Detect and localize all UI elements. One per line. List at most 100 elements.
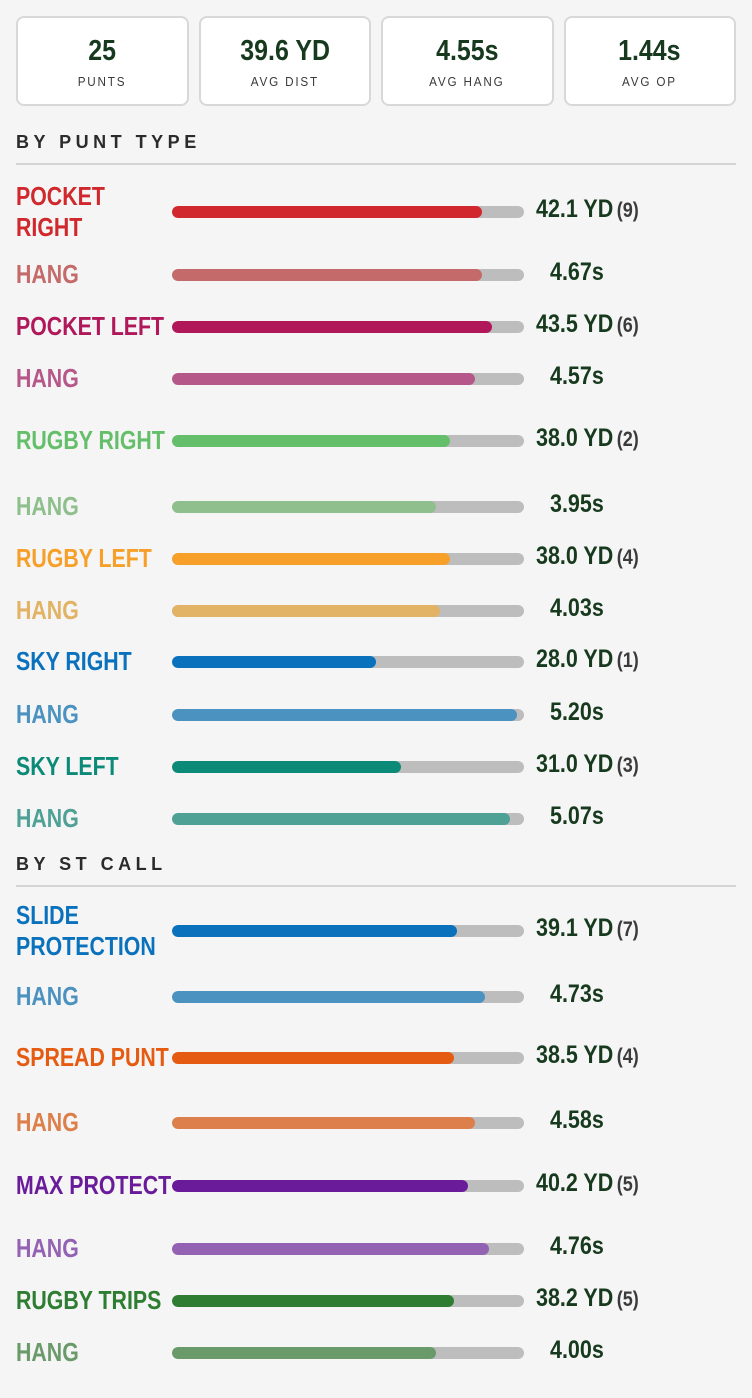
row-label: SKY LEFT — [16, 751, 119, 781]
row-label: POCKET LEFT — [16, 311, 165, 341]
hang-row: HANG 4.57s — [16, 347, 736, 411]
hang-row: HANG 4.73s — [16, 965, 736, 1029]
row-value: 4.00s — [550, 1336, 604, 1365]
value-text: 3.95s — [550, 490, 604, 518]
bar-fill — [172, 991, 486, 1003]
row-label: HANG — [16, 595, 79, 625]
bar-fill — [172, 435, 451, 447]
row-value: 43.5 YD (6) — [536, 310, 639, 339]
bar-track — [172, 1347, 524, 1359]
value-text: 38.2 YD — [536, 1284, 614, 1312]
row-value: 4.67s — [550, 258, 604, 287]
summary-cards: 25 PUNTS 39.6 YD AVG DIST 4.55s AVG HANG… — [16, 16, 736, 106]
stat-card-avg-dist: 39.6 YD AVG DIST — [198, 16, 371, 106]
bar-fill — [172, 501, 436, 513]
punt-row: SPREAD PUNT 38.5 YD (4) — [16, 1026, 736, 1090]
row-label: RUGBY LEFT — [16, 543, 152, 573]
row-label: MAX PROTECT — [16, 1170, 172, 1200]
row-label: HANG — [16, 259, 79, 289]
stat-label: AVG DIST — [250, 73, 319, 89]
bar-track — [172, 761, 524, 773]
value-text: 5.20s — [550, 698, 604, 726]
row-value: 39.1 YD (7) — [536, 914, 639, 943]
punt-row: POCKET RIGHT 42.1 YD (9) — [16, 180, 736, 244]
value-text: 28.0 YD — [536, 645, 614, 673]
punt-count: (4) — [616, 1045, 639, 1068]
row-value: 5.20s — [550, 698, 604, 727]
bar-track — [172, 991, 524, 1003]
bar-fill — [172, 925, 458, 937]
bar-fill — [172, 761, 401, 773]
bar-fill — [172, 605, 440, 617]
hang-row: HANG 5.07s — [16, 787, 736, 851]
value-text: 38.0 YD — [536, 542, 614, 570]
bar-fill — [172, 709, 517, 721]
bar-track — [172, 1243, 524, 1255]
value-text: 38.0 YD — [536, 424, 614, 452]
punt-count: (4) — [616, 546, 639, 569]
bar-track — [172, 605, 524, 617]
punt-count: (2) — [616, 428, 639, 451]
value-text: 4.03s — [550, 594, 604, 622]
bar-track — [172, 435, 524, 447]
bar-fill — [172, 656, 377, 668]
value-text: 4.58s — [550, 1106, 604, 1134]
bar-track — [172, 1117, 524, 1129]
value-text: 5.07s — [550, 802, 604, 830]
row-label: POCKET RIGHT — [16, 181, 105, 242]
value-text: 43.5 YD — [536, 310, 614, 338]
row-label: HANG — [16, 981, 79, 1011]
row-value: 31.0 YD (3) — [536, 750, 639, 779]
row-value: 38.2 YD (5) — [536, 1284, 639, 1313]
row-label: RUGBY RIGHT — [16, 425, 165, 455]
row-value: 4.58s — [550, 1106, 604, 1135]
punt-count: (1) — [616, 649, 639, 672]
bar-fill — [172, 206, 482, 218]
punt-row: SLIDE PROTECTION 39.1 YD (7) — [16, 899, 736, 963]
row-label: HANG — [16, 803, 79, 833]
row-value: 38.5 YD (4) — [536, 1041, 639, 1070]
stat-label: AVG OP — [622, 73, 678, 89]
row-label: SKY RIGHT — [16, 646, 132, 676]
bar-track — [172, 813, 524, 825]
value-text: 40.2 YD — [536, 1169, 614, 1197]
stat-card-avg-op: 1.44s AVG OP — [563, 16, 736, 106]
stat-card-punts: 25 PUNTS — [16, 16, 189, 106]
bar-fill — [172, 553, 451, 565]
bar-fill — [172, 1347, 436, 1359]
punt-count: (3) — [616, 754, 639, 777]
value-text: 38.5 YD — [536, 1041, 614, 1069]
bar-fill — [172, 1295, 454, 1307]
hang-row: HANG 4.03s — [16, 579, 736, 643]
row-label: HANG — [16, 699, 79, 729]
bar-track — [172, 373, 524, 385]
stat-label: PUNTS — [77, 73, 127, 89]
hang-row: HANG 4.00s — [16, 1321, 736, 1385]
bar-track — [172, 656, 524, 668]
bar-fill — [172, 269, 482, 281]
bar-fill — [172, 1052, 454, 1064]
row-value: 4.73s — [550, 980, 604, 1009]
value-text: 42.1 YD — [536, 195, 614, 223]
punt-row: RUGBY LEFT 38.0 YD (4) — [16, 527, 736, 591]
punt-row: SKY LEFT 31.0 YD (3) — [16, 735, 736, 799]
bar-fill — [172, 1243, 489, 1255]
bar-track — [172, 269, 524, 281]
bar-fill — [172, 1180, 468, 1192]
row-value: 3.95s — [550, 490, 604, 519]
value-text: 31.0 YD — [536, 750, 614, 778]
stat-value: 1.44s — [618, 34, 681, 67]
row-label: HANG — [16, 491, 79, 521]
row-label: HANG — [16, 363, 79, 393]
stat-label: AVG HANG — [429, 73, 505, 89]
row-label: SPREAD PUNT — [16, 1042, 169, 1072]
bar-track — [172, 1295, 524, 1307]
bar-fill — [172, 373, 475, 385]
row-label: HANG — [16, 1107, 79, 1137]
bar-track — [172, 553, 524, 565]
row-value: 4.57s — [550, 362, 604, 391]
stat-value: 39.6 YD — [239, 34, 330, 67]
row-value: 38.0 YD (4) — [536, 542, 639, 571]
row-value: 42.1 YD (9) — [536, 195, 639, 224]
bar-track — [172, 709, 524, 721]
